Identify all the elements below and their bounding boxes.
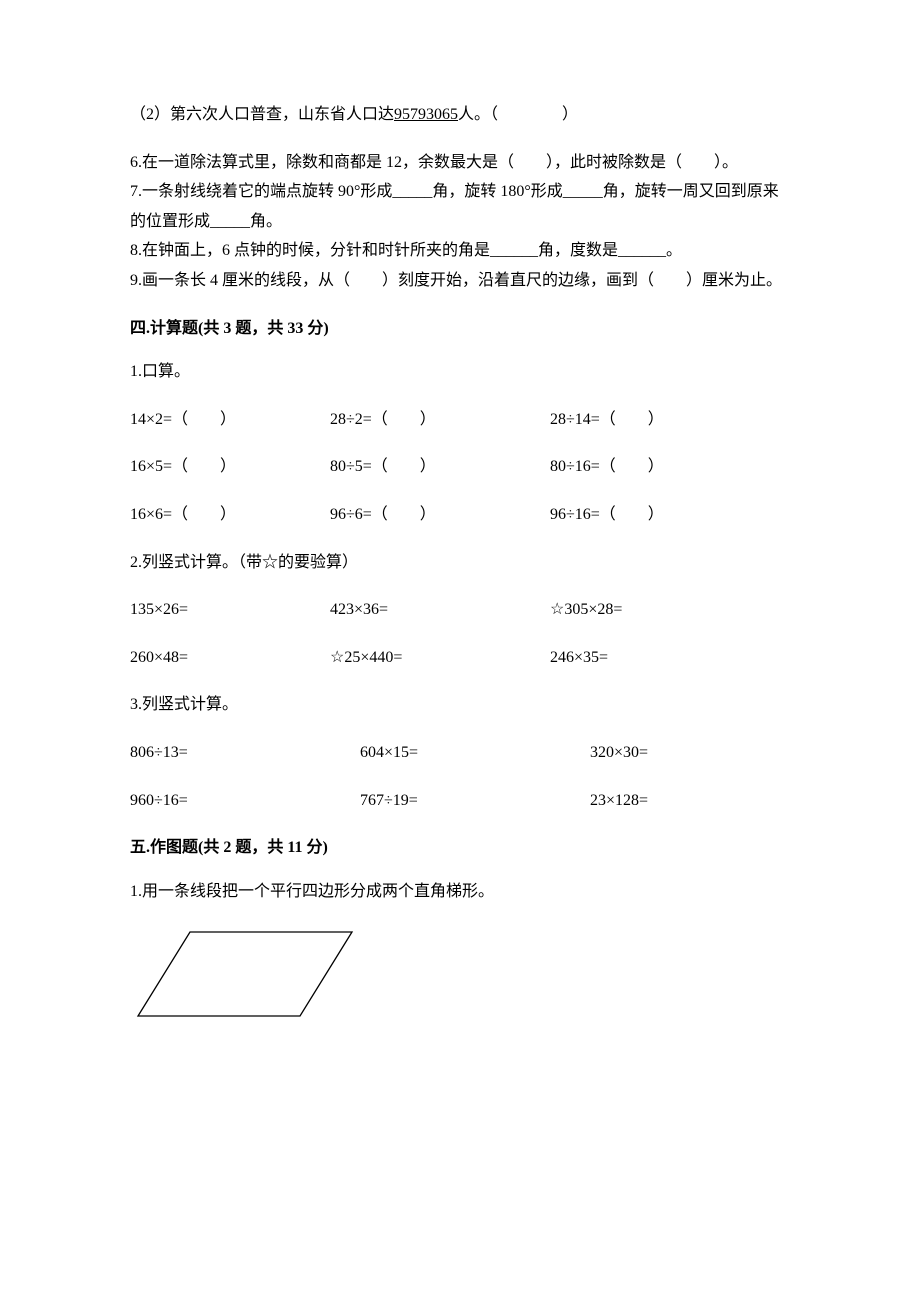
calc-cell: 604×15= [360,738,590,768]
calc-cell: 28÷2=（ ） [330,405,550,435]
calc-row-2: 16×5=（ ） 80÷5=（ ） 80÷16=（ ） [130,452,790,482]
calc-cell: 28÷14=（ ） [550,405,750,435]
calc-cell: 96÷16=（ ） [550,500,750,530]
calc-cell: 767÷19= [360,786,590,816]
calc-cell: 960÷16= [130,786,360,816]
section-4-title: 四.计算题(共 3 题，共 33 分) [130,314,790,344]
q5-2-prefix: （2）第六次人口普查，山东省人口达 [130,106,394,123]
question-5-2: （2）第六次人口普查，山东省人口达95793065人。（ ） [130,100,790,130]
question-8: 8.在钟面上，6 点钟的时候，分针和时针所夹的角是______角，度数是____… [130,236,790,266]
section-5-item-1: 1.用一条线段把一个平行四边形分成两个直角梯形。 [130,877,790,907]
calc-cell: 135×26= [130,595,330,625]
question-6: 6.在一道除法算式里，除数和商都是 12，余数最大是（ ），此时被除数是（ ）。 [130,148,790,178]
calc-row-3: 16×6=（ ） 96÷6=（ ） 96÷16=（ ） [130,500,790,530]
calc-cell: 423×36= [330,595,550,625]
calc-cell: 80÷16=（ ） [550,452,750,482]
calc-cell: 260×48= [130,643,330,673]
calc-row-6: 806÷13= 604×15= 320×30= [130,738,790,768]
section-5-title: 五.作图题(共 2 题，共 11 分) [130,833,790,863]
calc-row-7: 960÷16= 767÷19= 23×128= [130,786,790,816]
calc-cell: 16×5=（ ） [130,452,330,482]
calc-cell: 806÷13= [130,738,360,768]
section-4-item-1: 1.口算。 [130,357,790,387]
parallelogram-icon [130,924,360,1024]
question-9: 9.画一条长 4 厘米的线段，从（ ）刻度开始，沿着直尺的边缘，画到（ ）厘米为… [130,266,790,296]
calc-cell: 16×6=（ ） [130,500,330,530]
calc-cell: ☆305×28= [550,595,750,625]
calc-row-1: 14×2=（ ） 28÷2=（ ） 28÷14=（ ） [130,405,790,435]
calc-cell: 246×35= [550,643,750,673]
calc-cell: ☆25×440= [330,643,550,673]
calc-cell: 96÷6=（ ） [330,500,550,530]
q5-2-value: 95793065 [394,106,458,123]
calc-cell: 14×2=（ ） [130,405,330,435]
section-4-item-2: 2.列竖式计算。（带☆的要验算） [130,548,790,578]
calc-cell: 320×30= [590,738,790,768]
parallelogram-figure [130,924,790,1035]
calc-cell: 80÷5=（ ） [330,452,550,482]
section-4-item-3: 3.列竖式计算。 [130,690,790,720]
calc-row-5: 260×48= ☆25×440= 246×35= [130,643,790,673]
calc-row-4: 135×26= 423×36= ☆305×28= [130,595,790,625]
parallelogram-shape [138,932,352,1016]
calc-cell: 23×128= [590,786,790,816]
question-7: 7.一条射线绕着它的端点旋转 90°形成_____角，旋转 180°形成____… [130,177,790,236]
q5-2-tail: 人。（ ） [458,106,578,123]
